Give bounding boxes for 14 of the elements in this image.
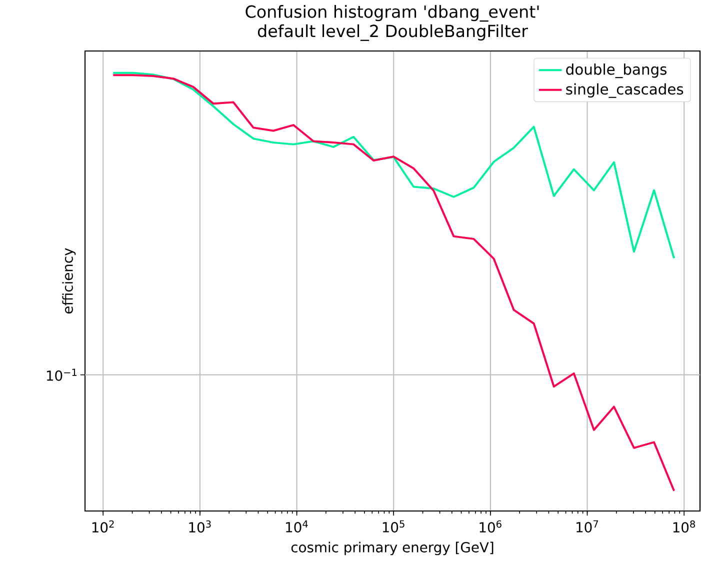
x-tick-label: 10$^{3}$	[189, 520, 211, 533]
text: 10$^{−1}$	[46, 368, 77, 381]
x-tick-label: 10$^{5}$	[382, 520, 404, 532]
chart-title: Confusion histogram 'dbang_event'	[246, 5, 539, 22]
x-tick-label: 10$^{6}$	[480, 520, 502, 533]
x-axis-title: cosmic primary energy [GeV]	[291, 542, 494, 556]
x-tick-label: 10$^{8}$	[673, 520, 695, 533]
x-tick-label: 10$^{2}$	[92, 520, 114, 533]
chart-subtitle: default level_2 DoubleBangFilter	[258, 24, 528, 41]
x-tick-label: 10$^{4}$	[286, 520, 308, 532]
legend-label: single_cascades	[566, 83, 684, 98]
x-tick-label: 10$^{7}$	[576, 520, 598, 532]
legend-label: double_bangs	[566, 63, 667, 78]
y-axis-title: efficiency	[62, 248, 76, 314]
